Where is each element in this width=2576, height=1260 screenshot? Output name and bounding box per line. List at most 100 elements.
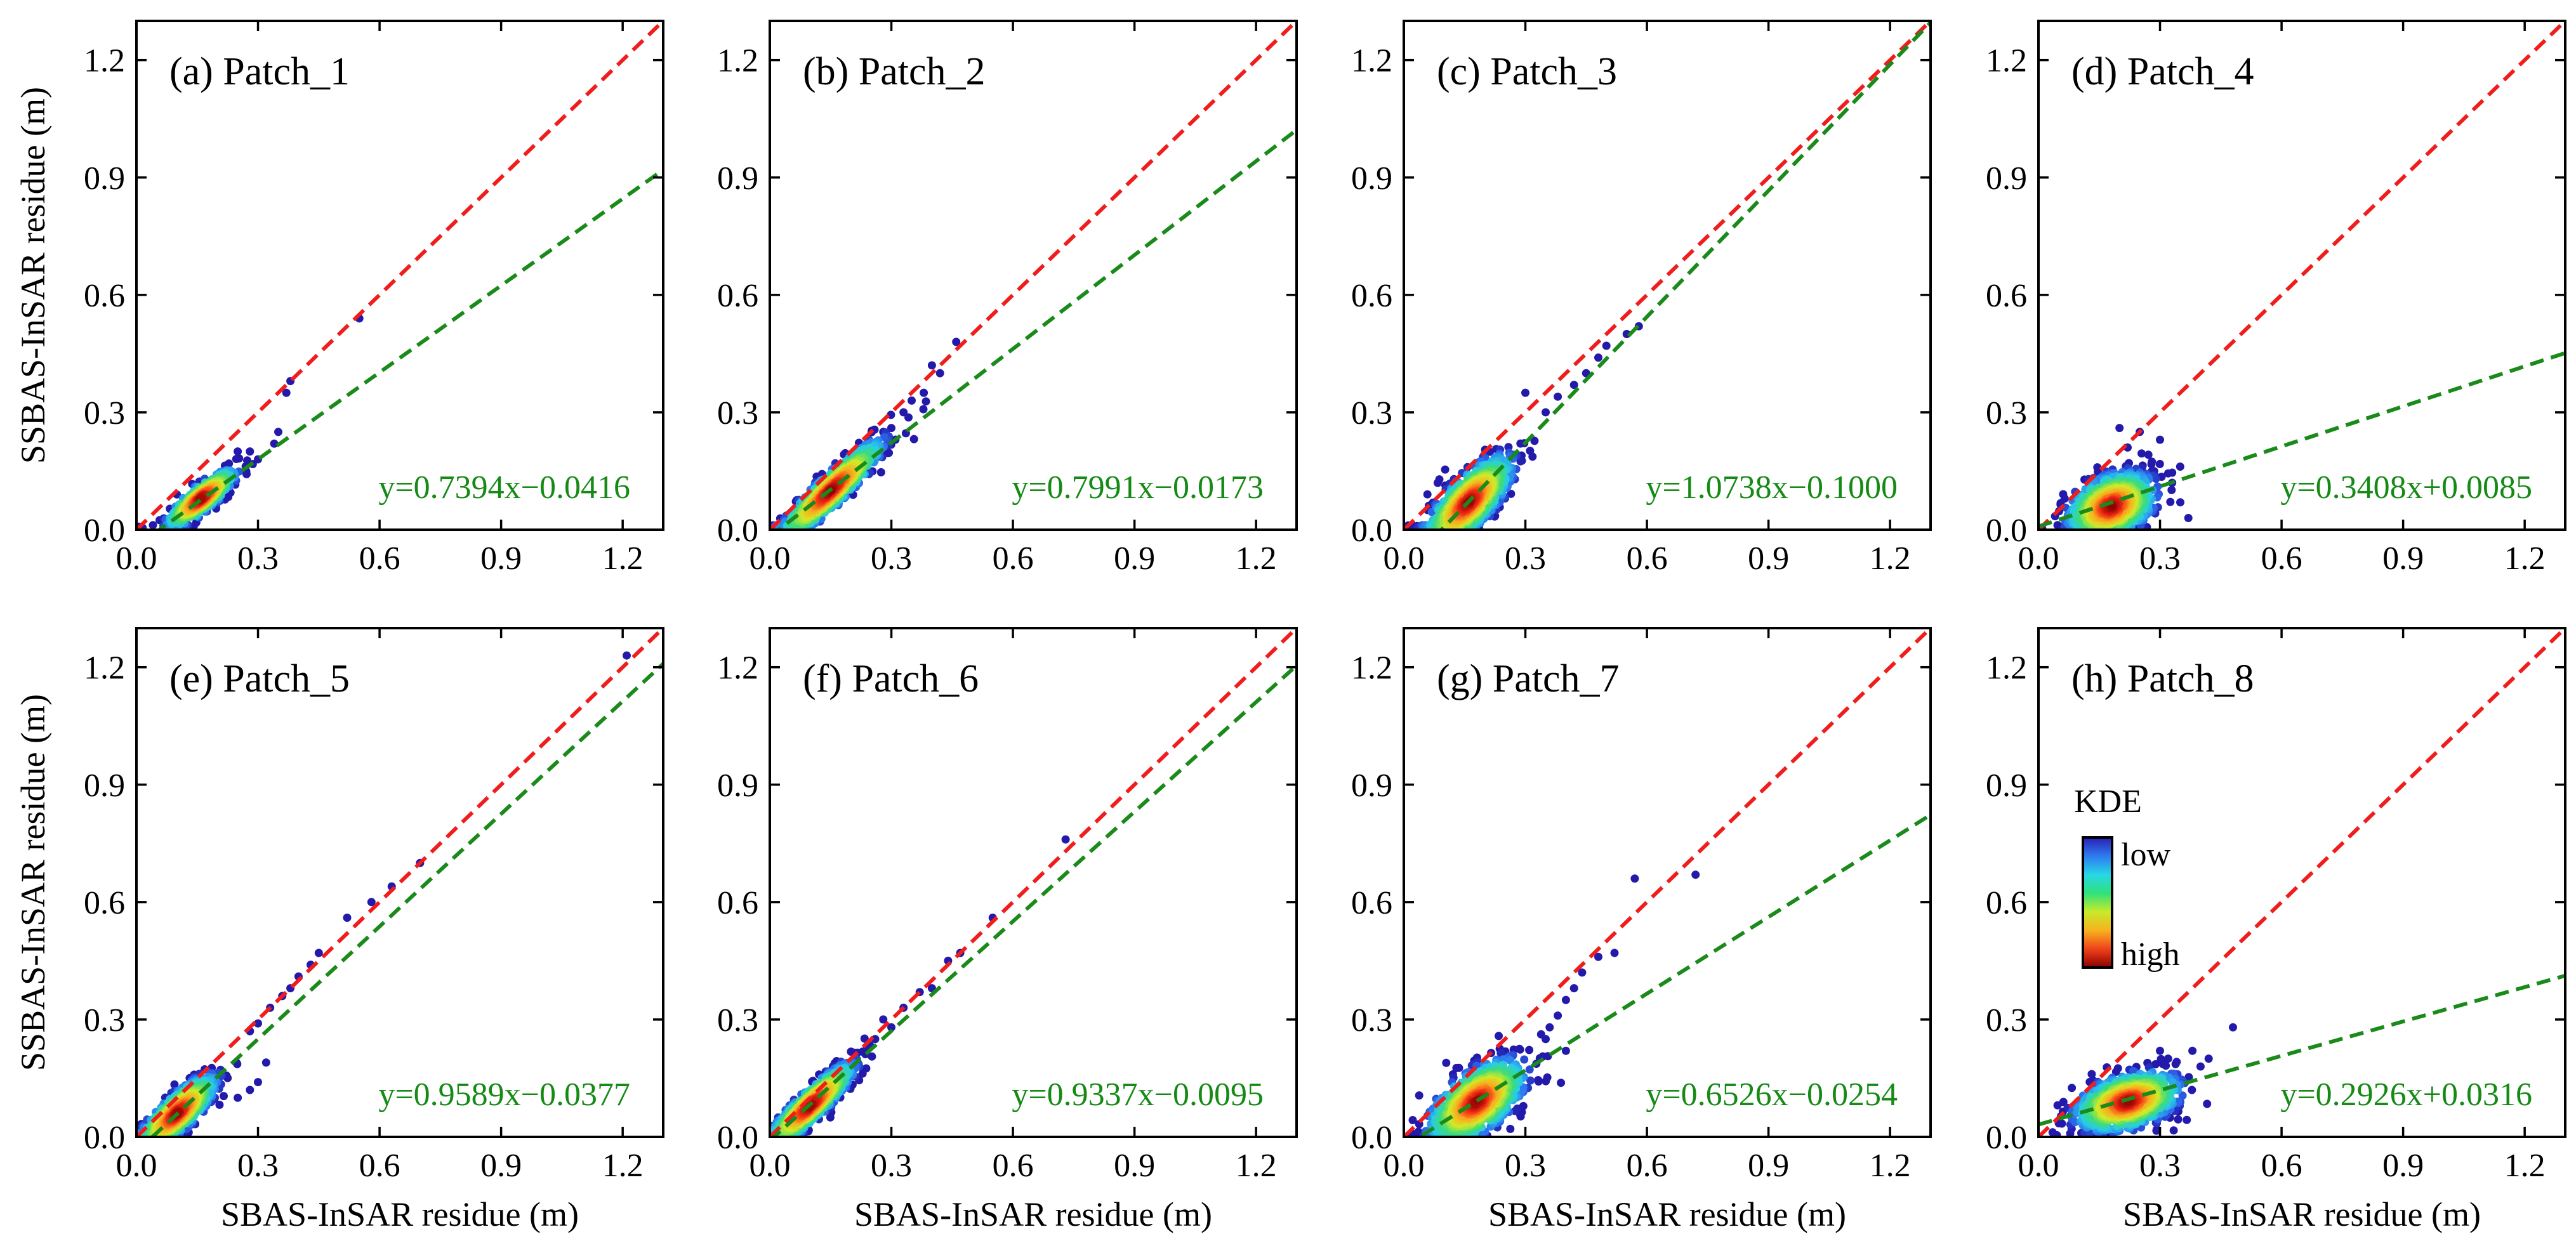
fit-line bbox=[149, 662, 663, 1137]
fit-line bbox=[775, 128, 1297, 530]
scatter-point bbox=[921, 397, 930, 406]
scatter-point bbox=[2093, 463, 2102, 472]
y-axis-label: SSBAS-InSAR residue (m) bbox=[14, 694, 52, 1071]
scatter-point bbox=[876, 468, 885, 476]
scatter-point bbox=[885, 449, 894, 457]
x-tick-label: 1.2 bbox=[2504, 541, 2546, 577]
scatter-point bbox=[343, 914, 352, 922]
scatter-point bbox=[274, 428, 282, 436]
scatter-point bbox=[623, 651, 631, 660]
fit-equation: y=0.7991x−0.0173 bbox=[1012, 469, 1264, 506]
scatter-point bbox=[232, 455, 241, 463]
scatter-point bbox=[919, 405, 928, 414]
panel-title: (e) Patch_5 bbox=[169, 657, 350, 700]
y-tick-label: 0.0 bbox=[84, 1120, 125, 1156]
x-tick-label: 0.3 bbox=[237, 1148, 279, 1184]
scatter-point bbox=[220, 1092, 228, 1101]
scatter-point bbox=[234, 447, 242, 456]
y-tick-label: 0.6 bbox=[1986, 278, 2027, 314]
fit-line bbox=[155, 168, 663, 530]
panel-1: 0.0 0.3 0.6 0.9 1.20.00.30.60.91.2 (a) Patch_… bbox=[14, 20, 664, 577]
x-tick-label: 0.6 bbox=[1627, 541, 1668, 577]
x-tick-label: 0.3 bbox=[871, 541, 912, 577]
plot-frame bbox=[1403, 20, 1932, 531]
y-tick-label: 0.6 bbox=[717, 278, 758, 314]
scatter-point bbox=[1526, 447, 1535, 456]
scatter-point bbox=[282, 388, 291, 397]
scatter-point bbox=[314, 948, 323, 957]
scatter-point bbox=[1554, 392, 1562, 401]
scatter-point bbox=[1602, 341, 1611, 350]
scatter-point bbox=[215, 1100, 224, 1109]
panel-title: (a) Patch_1 bbox=[169, 50, 350, 93]
scatter-point bbox=[927, 361, 936, 370]
x-tick-label: 0.0 bbox=[750, 541, 791, 577]
scatter-point bbox=[908, 396, 916, 405]
scatter-point bbox=[1441, 465, 1450, 474]
scatter-point bbox=[2115, 424, 2124, 433]
scatter-point bbox=[879, 1015, 888, 1024]
identity-line bbox=[136, 628, 663, 1137]
x-tick-label: 0.9 bbox=[2382, 541, 2424, 577]
panel-2: 0.0 0.3 0.6 0.9 1.20.00.30.60.91.2 (b) Patch_… bbox=[717, 20, 1298, 577]
y-tick-label: 1.2 bbox=[717, 43, 758, 79]
fit-equation: y=0.7394x−0.0416 bbox=[378, 469, 630, 506]
y-tick-label: 0.9 bbox=[1986, 161, 2027, 197]
identity-line bbox=[136, 21, 663, 530]
y-tick-label: 0.6 bbox=[84, 885, 125, 921]
y-tick-label: 0.9 bbox=[84, 768, 125, 804]
x-tick-label: 0.0 bbox=[116, 1148, 157, 1184]
scatter-point bbox=[1423, 490, 1432, 499]
scatter-point bbox=[868, 1052, 876, 1061]
panel-5: 0.0 0.3 0.6 0.9 1.20.00.30.60.91.2 (e) Patch_… bbox=[14, 627, 664, 1233]
plot-frame bbox=[769, 20, 1298, 531]
scatter-point bbox=[149, 521, 157, 530]
scatter-point bbox=[261, 1058, 270, 1067]
plot-frame bbox=[135, 20, 664, 531]
x-tick-label: 0.9 bbox=[1748, 541, 1789, 577]
scatter-point bbox=[826, 1113, 835, 1122]
scatter-point bbox=[2156, 435, 2164, 444]
y-tick-label: 0.9 bbox=[1351, 161, 1392, 197]
plot-area bbox=[2038, 21, 2565, 530]
scatter-point bbox=[367, 898, 376, 907]
y-tick-label: 0.0 bbox=[84, 513, 125, 549]
panel-title: (c) Patch_3 bbox=[1437, 50, 1617, 93]
scatter-point bbox=[2166, 497, 2175, 506]
scatter-point bbox=[1542, 408, 1550, 417]
plot-area bbox=[770, 628, 1297, 1137]
identity-line bbox=[2038, 21, 2565, 530]
x-tick-label: 0.6 bbox=[2261, 541, 2302, 577]
x-tick-label: 1.2 bbox=[602, 1148, 644, 1184]
scatter-point bbox=[858, 1069, 867, 1078]
x-tick-label: 0.0 bbox=[2018, 541, 2059, 577]
scatter-point bbox=[1530, 436, 1539, 445]
panel-4: 0.0 0.3 0.6 0.9 1.20.00.30.60.91.2 (d) Patch_… bbox=[1986, 20, 2566, 577]
scatter-point bbox=[1516, 439, 1525, 448]
fit-equation: y=0.3408x+0.0085 bbox=[2280, 469, 2532, 506]
scatter-point bbox=[2060, 494, 2069, 503]
scatter-point bbox=[2167, 485, 2176, 494]
y-tick-label: 0.0 bbox=[717, 513, 758, 549]
scatter-point bbox=[1569, 381, 1578, 390]
x-tick-label: 1.2 bbox=[602, 541, 644, 577]
scatter-point bbox=[1433, 478, 1442, 487]
scatter-point bbox=[254, 1078, 262, 1087]
scatter-point bbox=[234, 1093, 242, 1102]
x-tick-label: 1.2 bbox=[1236, 541, 1277, 577]
scatter-point bbox=[2148, 457, 2157, 466]
scatter-point bbox=[2168, 468, 2177, 477]
y-tick-label: 0.0 bbox=[1351, 513, 1392, 549]
scatter-point bbox=[2155, 459, 2164, 468]
x-tick-label: 0.3 bbox=[237, 541, 279, 577]
y-tick-label: 0.3 bbox=[84, 1002, 125, 1039]
plot-area bbox=[1404, 21, 1931, 530]
scatter-point bbox=[899, 408, 908, 417]
scatter-point bbox=[270, 439, 279, 448]
x-tick-label: 0.3 bbox=[1505, 541, 1546, 577]
panel-title: (d) Patch_4 bbox=[2071, 50, 2254, 93]
plot-frame bbox=[135, 627, 664, 1138]
scatter-point bbox=[2176, 498, 2184, 507]
plot-frame bbox=[2037, 20, 2566, 531]
scatter-point bbox=[1507, 489, 1516, 498]
